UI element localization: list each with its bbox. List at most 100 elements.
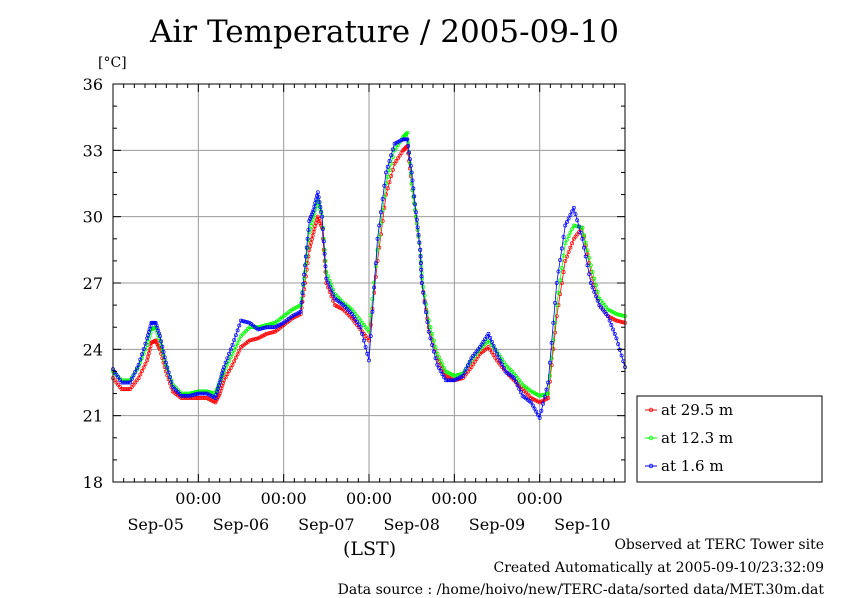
data-point <box>271 321 276 326</box>
data-point <box>232 359 237 364</box>
data-point <box>269 330 274 335</box>
data-point <box>491 353 496 358</box>
data-point <box>313 201 318 205</box>
data-point <box>546 391 551 396</box>
data-point <box>189 393 194 398</box>
data-point <box>442 375 447 380</box>
y-tick-label: 30 <box>83 208 103 227</box>
data-point <box>365 351 370 356</box>
data-point <box>563 258 568 263</box>
data-point <box>320 214 325 219</box>
data-point <box>117 377 122 382</box>
data-point <box>573 212 578 216</box>
data-point <box>232 348 237 353</box>
data-point <box>126 387 131 392</box>
axes: 18 21 24 27 30 33 36 00:00 00:00 00:00 00:00 00:00 S… <box>83 75 626 534</box>
data-point <box>247 338 252 343</box>
data-point <box>235 352 240 357</box>
data-point <box>611 327 616 332</box>
data-point <box>539 408 544 413</box>
data-point <box>559 266 564 270</box>
data-point <box>471 362 476 367</box>
data-point <box>227 358 232 363</box>
data-point <box>126 380 131 385</box>
data-point <box>316 216 321 221</box>
data-point <box>488 335 493 340</box>
data-point <box>233 344 238 349</box>
data-point <box>547 373 552 378</box>
footer-source: Data source : /home/hoivo/new/TERC-data/… <box>337 582 824 598</box>
data-point <box>408 157 412 162</box>
data-point <box>377 223 382 228</box>
data-point <box>418 261 423 266</box>
data-point <box>438 369 443 373</box>
data-point <box>561 235 566 239</box>
data-point <box>454 373 458 378</box>
data-point <box>537 393 542 398</box>
data-point <box>570 209 575 214</box>
data-point <box>227 369 232 373</box>
data-point <box>370 296 375 301</box>
data-point <box>570 227 575 231</box>
data-point <box>489 339 494 344</box>
data-point <box>266 322 271 327</box>
data-point <box>323 264 328 269</box>
data-point <box>619 353 624 358</box>
data-point <box>495 351 499 356</box>
data-point <box>358 325 363 330</box>
data-point <box>235 341 240 346</box>
data-point <box>440 362 445 367</box>
data-point <box>389 161 394 166</box>
data-point <box>349 312 354 316</box>
x-day-label: Sep-07 <box>298 515 354 534</box>
data-point <box>141 346 146 351</box>
legend-swatch-marker <box>648 435 654 441</box>
y-tick-label: 27 <box>83 274 103 293</box>
data-point <box>500 362 505 367</box>
data-point <box>237 323 242 328</box>
data-point <box>413 210 418 215</box>
data-point <box>563 241 568 246</box>
data-point <box>406 143 411 148</box>
data-point <box>353 317 358 322</box>
data-point <box>489 350 494 355</box>
data-point <box>512 376 517 381</box>
data-point <box>418 254 423 259</box>
data-point <box>616 342 621 346</box>
footer-site: Observed at TERC Tower site <box>614 537 824 553</box>
data-point <box>252 337 257 342</box>
series-layer <box>111 130 627 420</box>
data-point <box>592 289 597 294</box>
data-point <box>300 291 305 296</box>
data-point <box>368 322 373 327</box>
data-point <box>314 197 319 202</box>
data-point <box>440 372 445 377</box>
data-point <box>561 269 566 274</box>
data-point <box>390 147 395 152</box>
data-point <box>433 356 438 361</box>
data-point <box>308 244 313 249</box>
data-point <box>311 208 316 212</box>
data-point <box>310 233 315 238</box>
data-point <box>553 330 557 335</box>
data-point <box>268 331 272 335</box>
data-point <box>361 338 366 343</box>
data-point <box>143 341 148 346</box>
data-point <box>244 319 249 324</box>
data-point <box>266 331 271 336</box>
data-point <box>271 330 276 335</box>
data-point <box>542 394 547 399</box>
data-point <box>532 406 537 411</box>
data-point <box>556 269 561 274</box>
data-point <box>168 375 172 380</box>
data-point <box>237 348 242 353</box>
y-tick-label: 24 <box>83 340 103 359</box>
data-point <box>237 337 242 342</box>
data-point <box>298 309 303 314</box>
data-point <box>305 236 310 241</box>
data-point <box>422 300 427 305</box>
data-point <box>585 263 590 268</box>
data-point <box>541 401 546 406</box>
data-point <box>160 344 165 349</box>
data-point <box>254 336 259 341</box>
